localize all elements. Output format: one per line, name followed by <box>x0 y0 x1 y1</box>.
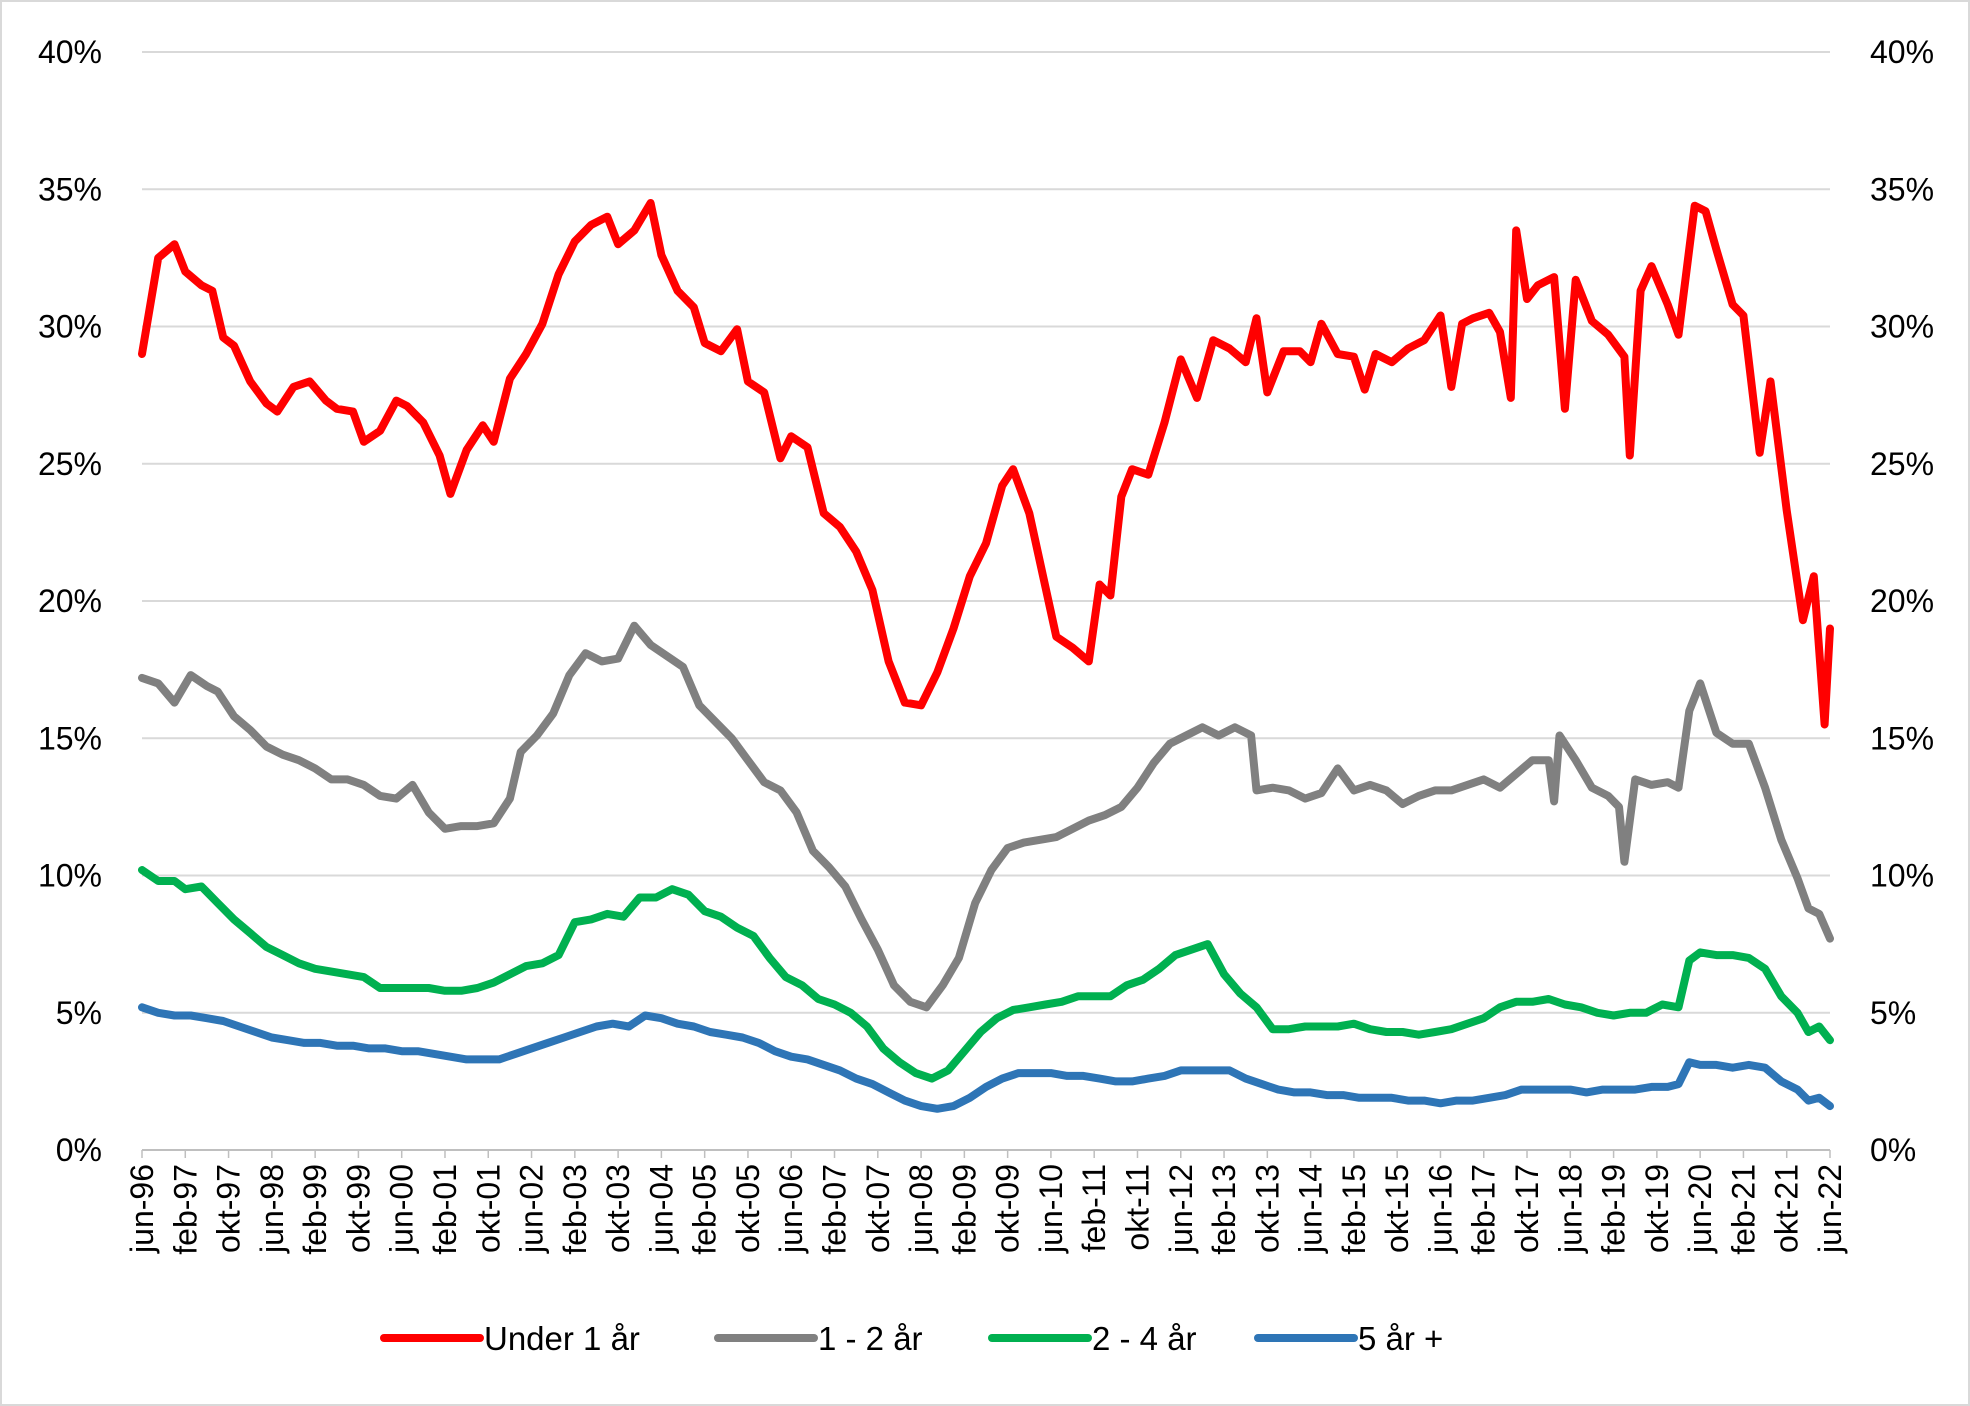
x-tick-label: feb-13 <box>1206 1164 1242 1255</box>
y-tick-label-left: 5% <box>56 995 102 1031</box>
x-tick-label: feb-19 <box>1596 1164 1632 1255</box>
y-axis-left: 0% 5% 10% 15% 20% 25% 30% 35% 40% <box>38 34 102 1168</box>
legend: Under 1 år 1 - 2 år 2 - 4 år 5 år + <box>380 1320 1443 1357</box>
x-tick-label: jun-16 <box>1422 1164 1458 1254</box>
x-tick-label: feb-97 <box>167 1164 203 1255</box>
x-tick-label: jun-08 <box>903 1164 939 1254</box>
x-tick-label: jun-96 <box>124 1164 160 1254</box>
x-tick-label: okt-99 <box>340 1164 376 1253</box>
y-tick-label-left: 20% <box>38 583 102 619</box>
x-tick-label: okt-05 <box>730 1164 766 1253</box>
y-tick-label-left: 30% <box>38 309 102 345</box>
x-tick-label: okt-13 <box>1249 1164 1285 1253</box>
y-tick-label-right: 0% <box>1870 1132 1916 1168</box>
y-tick-label-right: 30% <box>1870 309 1934 345</box>
y-tick-label-left: 40% <box>38 34 102 70</box>
series-line-3 <box>138 866 1834 1083</box>
x-tick-label: feb-21 <box>1725 1164 1761 1255</box>
x-tick-label: okt-17 <box>1509 1164 1545 1253</box>
y-tick-label-left: 10% <box>38 858 102 894</box>
x-tick-label: feb-09 <box>946 1164 982 1255</box>
x-tick-label: jun-10 <box>1033 1164 1069 1254</box>
legend-label: 2 - 4 år <box>1092 1320 1197 1357</box>
x-tick-label: okt-07 <box>860 1164 896 1253</box>
series-line-1 <box>138 199 1834 729</box>
x-tick-label: feb-03 <box>557 1164 593 1255</box>
x-tick-label: jun-18 <box>1552 1164 1588 1254</box>
x-tick-label: okt-19 <box>1639 1164 1675 1253</box>
y-tick-label-right: 20% <box>1870 583 1934 619</box>
x-tick-label: jun-20 <box>1682 1164 1718 1254</box>
x-tick-label: feb-01 <box>427 1164 463 1255</box>
x-tick-label: okt-01 <box>470 1164 506 1253</box>
series-line-2 <box>138 621 1834 1012</box>
legend-label: Under 1 år <box>484 1320 640 1357</box>
x-tick-label: jun-04 <box>643 1164 679 1254</box>
legend-label: 1 - 2 år <box>818 1320 923 1357</box>
x-tick-label: feb-15 <box>1336 1164 1372 1255</box>
x-tick-label: feb-07 <box>817 1164 853 1255</box>
y-tick-label-right: 10% <box>1870 858 1934 894</box>
y-tick-label-right: 35% <box>1870 171 1934 207</box>
x-tick-label: okt-11 <box>1119 1164 1155 1251</box>
x-tick-label: jun-06 <box>773 1164 809 1254</box>
gridlines <box>142 51 1830 1151</box>
y-tick-label-right: 25% <box>1870 446 1934 482</box>
x-tick-label: jun-00 <box>384 1164 420 1254</box>
x-tick-label: feb-05 <box>687 1164 723 1255</box>
x-tick-label: feb-11 <box>1076 1164 1112 1252</box>
legend-label: 5 år + <box>1358 1320 1443 1357</box>
y-tick-label-right: 15% <box>1870 720 1934 756</box>
x-tick-label: jun-02 <box>514 1164 550 1254</box>
series-lines <box>138 199 1834 1113</box>
y-tick-label-left: 15% <box>38 720 102 756</box>
y-tick-label-left: 35% <box>38 171 102 207</box>
x-tick-label: okt-97 <box>211 1164 247 1253</box>
x-tick-label: feb-17 <box>1466 1164 1502 1255</box>
y-tick-label-right: 40% <box>1870 34 1934 70</box>
x-tick-label: jun-14 <box>1293 1164 1329 1254</box>
x-tick-label: okt-21 <box>1769 1164 1805 1253</box>
y-axis-right: 0% 5% 10% 15% 20% 25% 30% 35% 40% <box>1870 34 1934 1168</box>
x-tick-label: okt-15 <box>1379 1164 1415 1253</box>
y-tick-label-left: 25% <box>38 446 102 482</box>
x-tick-label: jun-12 <box>1163 1164 1199 1254</box>
x-axis: jun-96 feb-97 okt-97 jun-98 feb-99 okt-99 jun-… <box>124 1150 1848 1255</box>
y-tick-label-right: 5% <box>1870 995 1916 1031</box>
x-tick-label: jun-22 <box>1812 1164 1848 1254</box>
series-line-4 <box>138 1003 1834 1113</box>
y-tick-label-left: 0% <box>56 1132 102 1168</box>
x-tick-label: okt-09 <box>990 1164 1026 1253</box>
x-tick-label: feb-99 <box>297 1164 333 1255</box>
x-tick-label: jun-98 <box>254 1164 290 1254</box>
x-tick-label: okt-03 <box>600 1164 636 1253</box>
